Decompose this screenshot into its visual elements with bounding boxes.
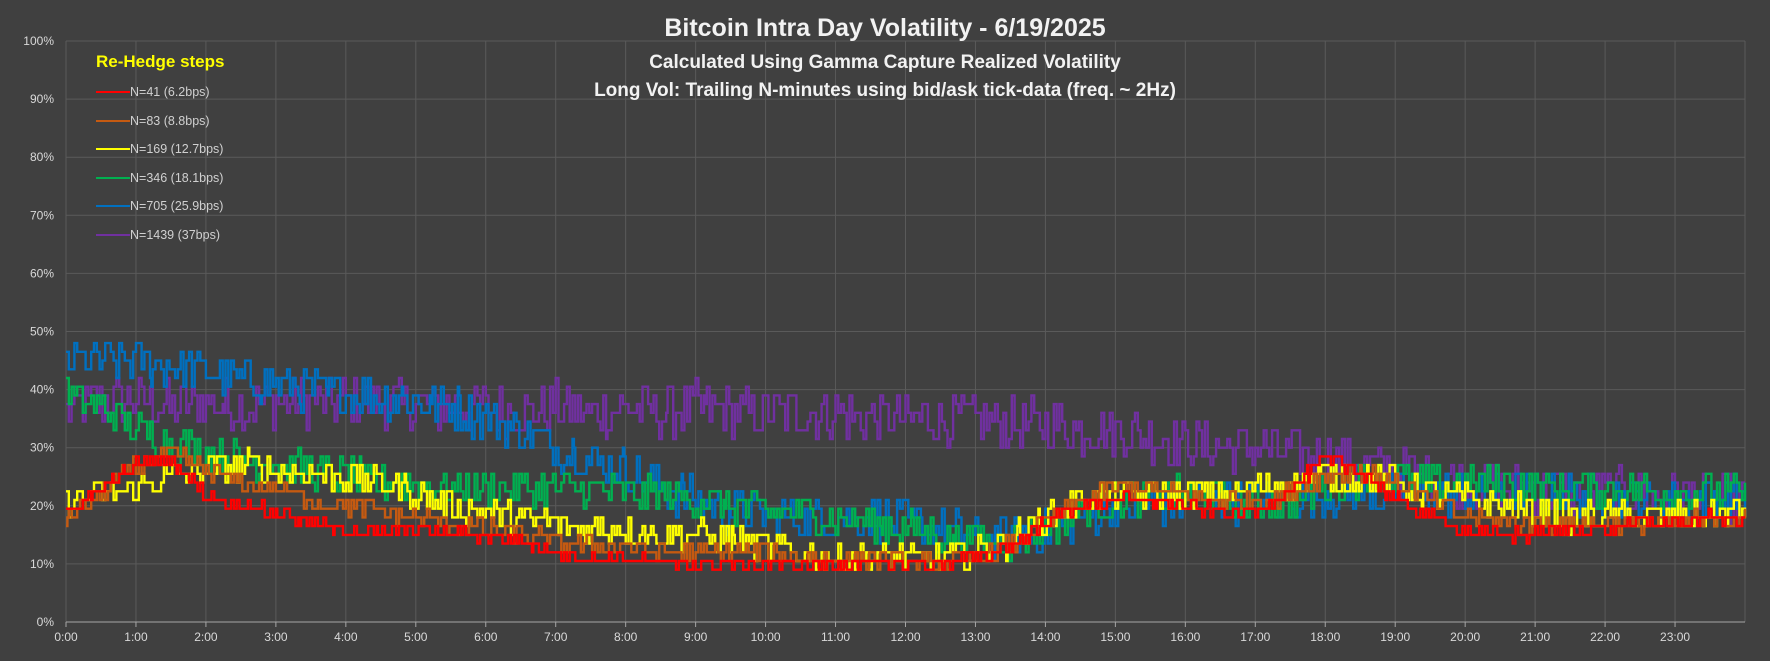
y-tick-label: 100% <box>23 34 54 48</box>
x-tick-label: 7:00 <box>544 630 568 644</box>
x-tick-label: 22:00 <box>1590 630 1620 644</box>
y-tick-label: 40% <box>30 383 54 397</box>
x-tick-label: 1:00 <box>124 630 148 644</box>
x-tick-label: 8:00 <box>614 630 638 644</box>
legend-item: N=705 (25.9bps) <box>96 192 316 221</box>
legend-title: Re-Hedge steps <box>96 52 225 71</box>
y-tick-label: 20% <box>30 499 54 513</box>
legend-label: N=41 (6.2bps) <box>130 85 210 100</box>
x-tick-label: 17:00 <box>1240 630 1270 644</box>
x-tick-label: 20:00 <box>1450 630 1480 644</box>
series-line-3 <box>66 376 1747 563</box>
legend-swatch <box>96 233 130 236</box>
x-tick-label: 6:00 <box>474 630 498 644</box>
legend-items: N=41 (6.2bps) N=83 (8.8bps) N=169 (12.7bps… <box>96 78 316 249</box>
series-line-6 <box>66 455 1745 571</box>
y-tick-label: 60% <box>30 266 54 280</box>
x-tick-label: 10:00 <box>751 630 781 644</box>
x-tick-label: 23:00 <box>1660 630 1690 644</box>
legend-label: N=346 (18.1bps) <box>130 170 224 185</box>
x-tick-label: 2:00 <box>194 630 218 644</box>
legend-item: N=169 (12.7bps) <box>96 135 316 164</box>
legend: Re-Hedge steps N=41 (6.2bps) N=83 (8.8bps… <box>96 52 316 249</box>
legend-item: N=41 (6.2bps) <box>96 78 316 107</box>
x-tick-label: 19:00 <box>1380 630 1410 644</box>
legend-item: N=83 (8.8bps) <box>96 107 316 136</box>
x-tick-label: 9:00 <box>684 630 708 644</box>
y-tick-label: 50% <box>30 325 54 339</box>
x-tick-label: 21:00 <box>1520 630 1550 644</box>
x-tick-label: 16:00 <box>1170 630 1200 644</box>
x-tick-label: 4:00 <box>334 630 358 644</box>
x-tick-label: 13:00 <box>960 630 990 644</box>
legend-item: N=1439 (37bps) <box>96 221 316 250</box>
y-tick-label: 70% <box>30 208 54 222</box>
x-tick-label: 12:00 <box>890 630 920 644</box>
legend-item: N=346 (18.1bps) <box>96 164 316 193</box>
legend-label: N=83 (8.8bps) <box>130 113 210 128</box>
x-tick-label: 0:00 <box>54 630 78 644</box>
y-axis: 0% 10% 20% 30% 40% 50% 60% 70% 80% 90% 100% <box>23 34 54 629</box>
legend-swatch <box>96 91 130 94</box>
y-tick-label: 90% <box>30 92 54 106</box>
series-line-2 <box>66 341 1747 563</box>
series-line-4 <box>66 446 1747 571</box>
legend-swatch <box>96 148 130 151</box>
x-tick-label: 3:00 <box>264 630 288 644</box>
x-tick-label: 18:00 <box>1310 630 1340 644</box>
y-tick-label: 10% <box>30 557 54 571</box>
legend-swatch <box>96 205 130 208</box>
y-tick-label: 30% <box>30 441 54 455</box>
x-tick-label: 14:00 <box>1030 630 1060 644</box>
x-tick-label: 11:00 <box>821 630 850 644</box>
series-lines <box>66 341 1747 571</box>
y-tick-label: 0% <box>37 615 55 629</box>
legend-swatch <box>96 119 130 122</box>
x-axis: 0:00 1:00 2:00 3:00 4:00 5:00 6:00 7:00 8:00 9:00… <box>54 621 1745 644</box>
legend-label: N=1439 (37bps) <box>130 227 220 242</box>
legend-label: N=705 (25.9bps) <box>130 199 224 214</box>
x-tick-label: 5:00 <box>404 630 428 644</box>
legend-label: N=169 (12.7bps) <box>130 142 224 157</box>
legend-swatch <box>96 176 130 179</box>
y-tick-label: 80% <box>30 150 54 164</box>
x-tick-label: 15:00 <box>1100 630 1130 644</box>
